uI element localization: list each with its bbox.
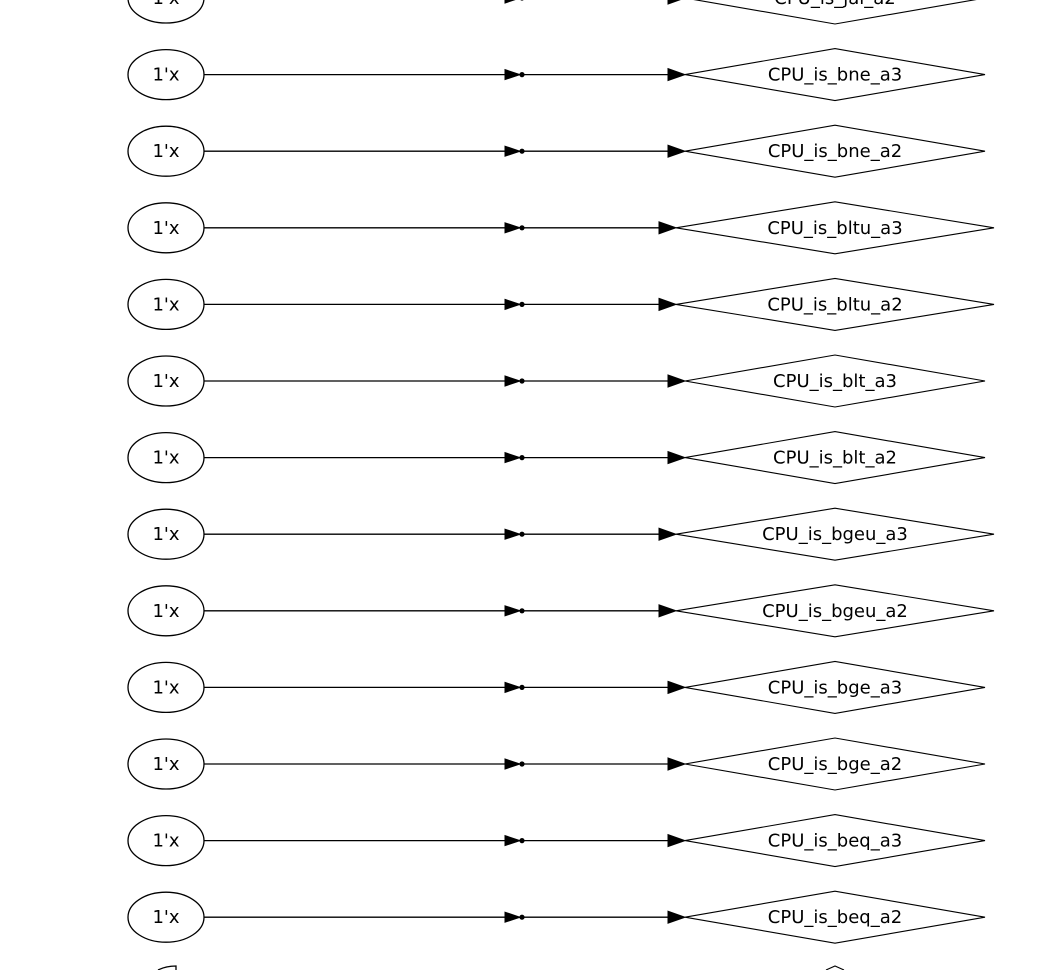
source-node-label: 1'x — [152, 141, 179, 162]
graph-row: 1'x CPU_is_bltu_a2 — [127, 277, 995, 331]
junction-arrowhead — [504, 834, 522, 847]
junction-arrowhead — [504, 222, 522, 234]
target-node-label: CPU_is_beq_a3 — [768, 831, 902, 852]
junction-arrowhead — [504, 681, 522, 694]
target-node-label: CPU_is_blt_a2 — [773, 448, 897, 469]
graph-row: 1'x CPU_is_bgeu_a2 — [127, 584, 995, 638]
graph-row: 1'x CPU_is_beq_a3 — [127, 814, 986, 868]
target-node — [684, 890, 986, 944]
source-node-label: 1'x — [152, 371, 179, 392]
graph-row: 1'x CPU_is_bltu_a3 — [127, 201, 995, 255]
junction-arrowhead — [504, 68, 522, 81]
graph-row: 1'x CPU_is_blt_a2 — [127, 431, 986, 485]
graph-row: 1'x CPU_is_jal_a2 — [127, 0, 977, 25]
target-arrowhead — [667, 680, 687, 695]
target-node-label: CPU_is_bgeu_a3 — [762, 524, 908, 545]
source-node-label: 1'x — [152, 294, 179, 315]
target-arrowhead — [667, 910, 687, 924]
junction-arrowhead — [504, 451, 522, 464]
target-node-label: CPU_is_bne_a3 — [768, 65, 902, 86]
target-arrowhead — [658, 297, 678, 312]
graph-row: 1'x CPU_is_bge_a2 — [127, 737, 986, 791]
graph-row: 1'x CPU_is_bge_a3 — [127, 660, 986, 714]
target-arrowhead — [667, 374, 687, 388]
target-arrowhead — [658, 221, 678, 235]
target-node — [675, 201, 995, 255]
source-node-label: 1'x — [152, 677, 179, 698]
target-node — [684, 354, 986, 408]
junction-arrowhead — [504, 605, 522, 617]
target-arrowhead — [667, 833, 687, 848]
target-node — [684, 124, 986, 178]
target-node — [684, 737, 986, 791]
target-node-label: CPU_is_bge_a3 — [768, 677, 902, 698]
target-node — [684, 431, 986, 485]
source-node — [127, 0, 205, 24]
target-node-label: CPU_is_jal_a2 — [774, 0, 896, 9]
junction-arrowhead — [504, 911, 522, 923]
target-arrowhead — [667, 67, 687, 82]
source-node-label: 1'x — [152, 524, 179, 545]
junction-arrowhead — [504, 375, 522, 387]
clipped-next-row — [157, 965, 845, 970]
target-arrowhead — [658, 604, 678, 618]
clipped-target-node — [825, 965, 845, 970]
target-node-label: CPU_is_bltu_a3 — [767, 218, 902, 239]
graph-rows: 1'x CPU_is_jal_a2 1'x CPU_is_bne_a3 1'x CPU_i… — [127, 0, 995, 944]
source-node-label: 1'x — [152, 448, 179, 469]
graph-row: 1'x CPU_is_bne_a2 — [127, 124, 986, 178]
source-node-label: 1'x — [152, 218, 179, 239]
junction-arrowhead — [504, 528, 522, 540]
junction-arrowhead — [504, 0, 516, 4]
target-node — [675, 584, 995, 638]
source-node-label: 1'x — [152, 754, 179, 775]
clipped-source-node — [157, 965, 177, 970]
target-node-label: CPU_is_bne_a2 — [768, 141, 902, 162]
target-node — [684, 814, 986, 868]
source-node-label: 1'x — [152, 831, 179, 852]
target-arrowhead — [658, 527, 678, 541]
source-node-label: 1'x — [152, 907, 179, 928]
target-node-label: CPU_is_bge_a2 — [768, 754, 902, 775]
target-node-label: CPU_is_beq_a2 — [768, 907, 902, 928]
target-node — [693, 0, 977, 25]
target-arrowhead — [667, 0, 681, 5]
source-node-label: 1'x — [152, 0, 179, 9]
graph-row: 1'x CPU_is_bne_a3 — [127, 48, 986, 102]
graph-row: 1'x CPU_is_beq_a2 — [127, 890, 986, 944]
target-node-label: CPU_is_blt_a3 — [773, 371, 897, 392]
target-arrowhead — [667, 757, 687, 771]
junction-point — [520, 0, 524, 1]
target-node — [684, 660, 986, 714]
target-arrowhead — [667, 450, 687, 465]
target-node-label: CPU_is_bltu_a2 — [767, 294, 902, 315]
source-node-label: 1'x — [152, 65, 179, 86]
junction-arrowhead — [504, 145, 522, 157]
target-node-label: CPU_is_bgeu_a2 — [762, 601, 908, 622]
junction-arrowhead — [504, 758, 522, 770]
target-arrowhead — [667, 144, 687, 158]
graph-row: 1'x CPU_is_blt_a3 — [127, 354, 986, 408]
target-node — [675, 507, 995, 561]
junction-arrowhead — [504, 298, 522, 311]
graph-row: 1'x CPU_is_bgeu_a3 — [127, 507, 995, 561]
target-node — [675, 277, 995, 331]
target-node — [684, 48, 986, 102]
source-node-label: 1'x — [152, 601, 179, 622]
